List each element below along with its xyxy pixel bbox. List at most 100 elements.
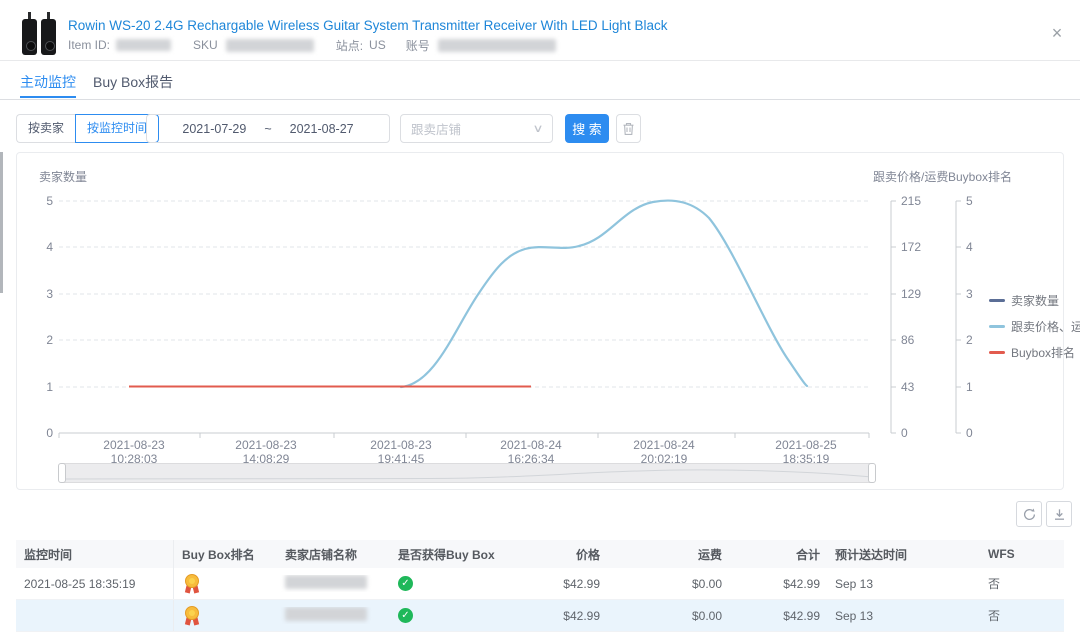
item-id-label: Item ID:: [68, 38, 111, 52]
line-chart[interactable]: [17, 153, 1063, 489]
cell-price: $42.99: [563, 608, 600, 623]
legend-item-buybox-rank[interactable]: Buybox排名: [989, 344, 1080, 361]
redacted-sku: [225, 38, 314, 52]
date-separator: ~: [264, 121, 272, 136]
col-header-price: 价格: [575, 547, 600, 562]
cell-seller-name: [277, 575, 390, 592]
tabs-bar: 主动监控 Buy Box报告: [0, 61, 1080, 100]
col-header-eta: 预计送达时间: [835, 547, 908, 562]
cell-total: $42.99: [783, 608, 820, 623]
legend-label: Buybox排名: [1011, 346, 1076, 360]
close-icon[interactable]: ×: [1051, 23, 1063, 43]
x-axis-label: 2021-08-24 20:02:19: [633, 438, 695, 466]
price-tick: 215: [901, 194, 922, 208]
account-label: 账号: [405, 38, 430, 53]
legend-label: 卖家数量: [1011, 294, 1060, 308]
product-meta: Item ID: SKU 站点: US 账号: [68, 38, 556, 53]
chevron-down-icon: ∨: [532, 123, 544, 135]
col-header-buybox-rank: Buy Box排名: [182, 547, 255, 562]
datazoom-left-handle[interactable]: [58, 463, 66, 483]
by-monitor-time-toggle[interactable]: 按监控时间: [75, 114, 160, 143]
datazoom-preview-curve: [61, 469, 873, 480]
search-mode-toggle: 按卖家 按监控时间: [16, 114, 160, 143]
search-button[interactable]: 搜 索: [565, 114, 609, 143]
date-end: 2021-08-27: [289, 121, 354, 136]
datazoom-slider[interactable]: [58, 463, 876, 483]
price-axis-title: 跟卖价格/运费: [873, 170, 949, 184]
date-start: 2021-07-29: [182, 121, 247, 136]
legend-item-seller-count[interactable]: 卖家数量: [989, 292, 1080, 309]
redacted-account: [437, 38, 556, 52]
cell-wfs: 否: [988, 577, 1001, 591]
cell-shipping: $0.00: [691, 608, 722, 623]
refresh-icon: [1023, 508, 1035, 520]
chart-legend: 卖家数量 跟卖价格、运费 Buybox排名: [989, 292, 1080, 361]
gold-medal-icon: [184, 573, 200, 594]
product-image: [18, 9, 60, 57]
left-tick: 2: [46, 333, 53, 347]
cell-wfs: 否: [988, 609, 1001, 623]
left-axis-title: 卖家数量: [39, 170, 88, 184]
x-axis-label: 2021-08-23 19:41:45: [370, 438, 432, 466]
cell-eta: Sep 13: [835, 576, 874, 591]
cell-buybox-rank: [174, 605, 277, 626]
refresh-button[interactable]: [1016, 501, 1042, 527]
clear-button[interactable]: [616, 114, 641, 143]
legend-swatch: [989, 325, 1005, 328]
trash-icon: [623, 122, 634, 135]
rank-tick: 3: [966, 287, 973, 301]
tab-buybox-report[interactable]: Buy Box报告: [93, 74, 174, 90]
rank-axis-title: Buybox排名: [948, 170, 1013, 184]
rank-tick: 5: [966, 194, 973, 208]
price-shipping-series-line: [399, 199, 809, 389]
gold-medal-icon: [184, 605, 200, 626]
date-range-picker[interactable]: 2021-07-29 ~ 2021-08-27: [146, 114, 390, 143]
redacted-item-id: [116, 39, 172, 51]
cell-seller-name: [277, 607, 390, 624]
table-row[interactable]: ✓ $42.99 $0.00 $42.99 Sep 13 否: [16, 600, 1064, 632]
col-header-shipping: 运费: [697, 547, 722, 562]
by-seller-toggle[interactable]: 按卖家: [16, 114, 76, 143]
x-axis-label: 2021-08-23 14:08:29: [235, 438, 297, 466]
chart-card: 卖家数量 跟卖价格/运费 Buybox排名: [16, 152, 1080, 490]
cell-monitor-time: [16, 600, 174, 631]
price-tick: 86: [901, 333, 915, 347]
buybox-table: 监控时间 Buy Box排名 卖家店铺名称 是否获得Buy Box 价格 运费 …: [16, 540, 1064, 632]
price-tick: 0: [901, 426, 908, 440]
rank-tick: 4: [966, 240, 973, 254]
cell-shipping: $0.00: [691, 576, 722, 591]
col-header-wfs: WFS: [988, 547, 1015, 561]
price-tick: 129: [901, 287, 922, 301]
datazoom-right-handle[interactable]: [868, 463, 876, 483]
product-header: Rowin WS-20 2.4G Rechargable Wireless Gu…: [0, 0, 1080, 61]
cell-monitor-time: 2021-08-25 18:35:19: [16, 568, 174, 599]
table-row[interactable]: 2021-08-25 18:35:19 ✓ $42.99 $0.00 $42.9…: [16, 568, 1064, 600]
cell-buybox-rank: [174, 573, 277, 594]
legend-item-price-shipping[interactable]: 跟卖价格、运费: [989, 318, 1080, 335]
guitar-transmitter-graphic: [41, 12, 56, 55]
tab-active-monitor[interactable]: 主动监控: [20, 71, 76, 98]
table-header-row: 监控时间 Buy Box排名 卖家店铺名称 是否获得Buy Box 价格 运费 …: [16, 540, 1064, 568]
redacted-seller-name: [285, 607, 367, 621]
left-tick: 3: [46, 287, 53, 301]
sku-label: SKU: [193, 38, 218, 52]
left-tick: 4: [46, 240, 53, 254]
cell-eta: Sep 13: [835, 608, 874, 623]
redacted-seller-name: [285, 575, 367, 589]
legend-label: 跟卖价格、运费: [1011, 320, 1080, 334]
legend-swatch: [989, 299, 1005, 302]
guitar-transmitter-graphic: [22, 12, 37, 55]
col-header-won-buybox: 是否获得Buy Box: [398, 547, 495, 562]
legend-swatch: [989, 351, 1005, 354]
site-label: 站点:: [335, 38, 364, 53]
download-button[interactable]: [1046, 501, 1072, 527]
window-edge-gray: [0, 78, 3, 293]
col-header-monitor-time: 监控时间: [16, 540, 174, 568]
store-select[interactable]: 跟卖店铺 ∨: [400, 114, 553, 143]
cell-won-buybox: ✓: [390, 608, 508, 623]
cell-price: $42.99: [563, 576, 600, 591]
store-select-placeholder: 跟卖店铺: [411, 123, 462, 137]
col-header-total: 合计: [795, 547, 820, 562]
download-icon: [1054, 508, 1064, 520]
